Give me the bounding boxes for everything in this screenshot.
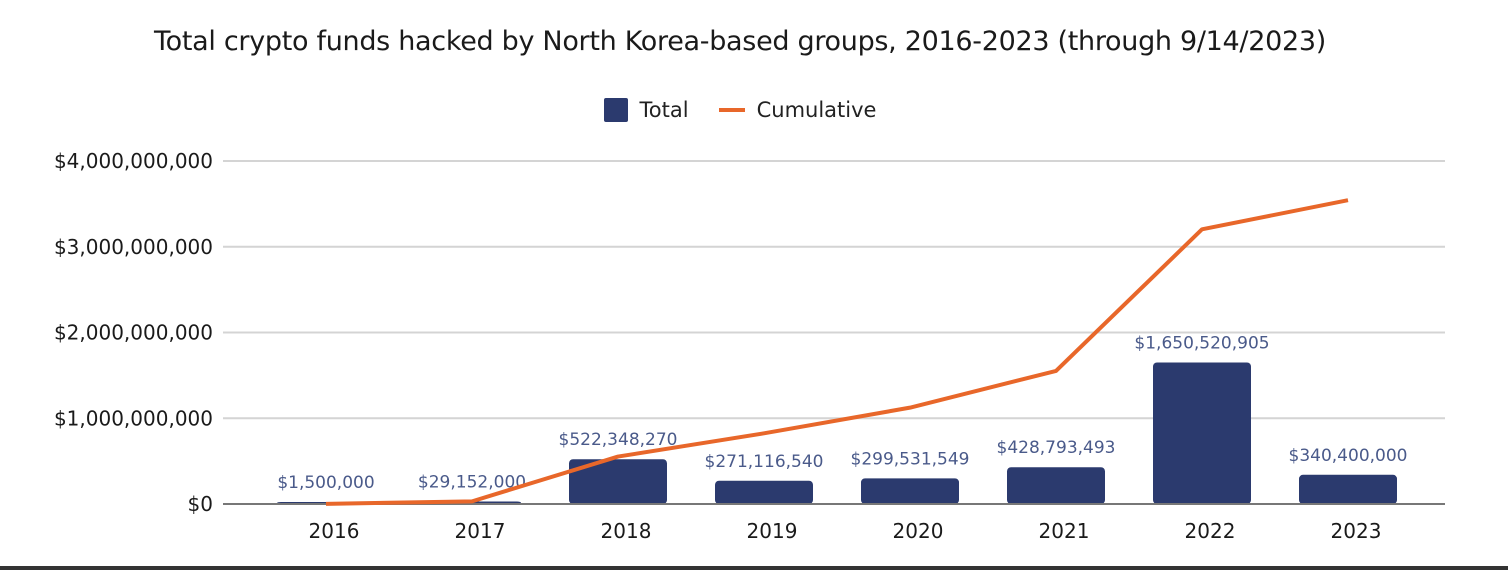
x-tick-label: 2023	[1331, 519, 1382, 543]
data-label-2021: $428,793,493	[997, 438, 1116, 458]
x-tick-label: 2017	[455, 519, 506, 543]
data-label-2019: $271,116,540	[705, 452, 824, 472]
bar-2019	[715, 480, 813, 504]
y-tick-label: $0	[188, 492, 213, 516]
legend-swatch-cumulative	[718, 108, 745, 112]
bar-2022	[1153, 362, 1251, 504]
x-tick-label: 2018	[601, 519, 652, 543]
y-tick-label: $3,000,000,000	[54, 235, 213, 259]
y-tick-label: $1,000,000,000	[54, 406, 213, 430]
y-tick-label: $4,000,000,000	[54, 149, 213, 173]
data-label-2017: $29,152,000	[418, 473, 526, 493]
legend-swatch-total	[603, 98, 628, 122]
legend: Total Cumulative	[0, 98, 1480, 122]
cumulative-line	[325, 198, 1349, 506]
data-label-2016: $1,500,000	[277, 473, 374, 493]
bar-2023	[1299, 474, 1397, 504]
legend-label-cumulative: Cumulative	[756, 98, 877, 122]
x-tick-label: 2021	[1039, 519, 1090, 543]
y-tick-label: $2,000,000,000	[54, 321, 213, 345]
data-label-2023: $340,400,000	[1289, 446, 1408, 466]
chart-title: Total crypto funds hacked by North Korea…	[154, 26, 1326, 57]
bottom-border	[0, 566, 1508, 570]
x-tick-label: 2020	[893, 519, 944, 543]
data-label-2022: $1,650,520,905	[1134, 333, 1269, 353]
bar-2018	[569, 459, 667, 504]
data-label-2020: $299,531,549	[851, 449, 970, 469]
bar-2020	[861, 478, 959, 504]
legend-label-total: Total	[639, 98, 689, 122]
x-tick-label: 2022	[1185, 519, 1236, 543]
bar-2021	[1007, 467, 1105, 504]
data-label-2018: $522,348,270	[559, 430, 678, 450]
x-tick-label: 2019	[747, 519, 798, 543]
legend-item-cumulative: Cumulative	[718, 98, 877, 122]
x-tick-label: 2016	[309, 519, 360, 543]
legend-item-total: Total	[603, 98, 689, 122]
